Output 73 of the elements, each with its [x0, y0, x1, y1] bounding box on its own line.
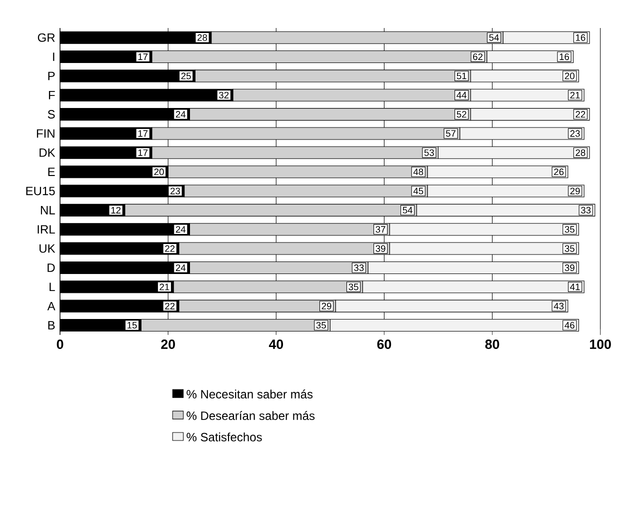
- data-label: 24: [176, 226, 186, 232]
- data-label: 24: [176, 110, 186, 118]
- data-label: 17: [138, 53, 148, 60]
- x-tick-label: 60: [377, 339, 392, 349]
- data-label: 23: [170, 188, 180, 194]
- data-label: 28: [198, 34, 208, 41]
- data-label: 48: [413, 168, 424, 176]
- data-label: 57: [446, 130, 456, 137]
- data-label: 46: [564, 322, 574, 328]
- data-label: 20: [154, 168, 164, 176]
- data-label: 33: [354, 264, 364, 271]
- data-label: 35: [348, 283, 358, 290]
- legend-label: % Desearían saber más: [186, 410, 315, 420]
- data-label: 35: [564, 245, 574, 252]
- data-label: 17: [138, 130, 148, 137]
- data-label: 43: [554, 302, 564, 310]
- data-label: 21: [570, 92, 580, 98]
- data-label: 29: [322, 302, 332, 310]
- data-label: 29: [570, 188, 580, 194]
- y-tick-label: I: [53, 52, 54, 61]
- data-label: 33: [581, 206, 591, 214]
- y-tick-label: FIN: [36, 129, 54, 138]
- y-tick-label: F: [48, 90, 55, 100]
- data-label: 32: [219, 92, 229, 98]
- x-tick-label: 0: [56, 339, 64, 349]
- y-tick-label: UK: [40, 244, 56, 253]
- data-label: 45: [413, 188, 424, 194]
- x-tick-label: 40: [268, 339, 284, 349]
- legend-label: % Satisfechos: [186, 432, 262, 442]
- data-label: 26: [554, 168, 564, 176]
- data-label: 16: [560, 53, 570, 60]
- data-label: 16: [576, 34, 586, 41]
- y-tick-label: E: [48, 168, 55, 176]
- data-label: 23: [570, 130, 580, 137]
- data-label: 17: [138, 149, 148, 156]
- y-tick-label: L: [50, 282, 55, 291]
- y-tick-label: P: [48, 72, 55, 80]
- y-tick-label: D: [48, 263, 55, 272]
- x-tick-label: 100: [590, 339, 611, 349]
- data-label: 21: [160, 284, 170, 290]
- data-label: 35: [564, 226, 574, 233]
- data-label: 35: [316, 322, 326, 328]
- data-label: 62: [473, 53, 483, 60]
- y-tick-label: IRL: [38, 225, 55, 234]
- x-tick-label: 20: [161, 339, 175, 349]
- data-label: 39: [376, 245, 386, 252]
- data-label: 22: [165, 302, 175, 310]
- data-label: 24: [176, 264, 186, 271]
- data-label: 54: [402, 206, 412, 214]
- data-label: 20: [564, 72, 574, 80]
- data-label: 53: [424, 149, 434, 156]
- legend-label: % Necesitan saber más: [186, 389, 313, 398]
- y-tick-label: NL: [40, 206, 55, 214]
- y-tick-label: EU15: [26, 186, 55, 196]
- data-label: 52: [456, 110, 466, 118]
- y-tick-label: DK: [40, 148, 56, 157]
- data-label: 15: [128, 322, 137, 328]
- data-label: 12: [111, 206, 121, 214]
- data-label: 41: [570, 284, 580, 290]
- y-tick-label: A: [47, 302, 56, 310]
- data-label: 37: [376, 226, 386, 233]
- data-label: 44: [456, 92, 467, 98]
- y-tick-label: S: [48, 110, 55, 118]
- data-label: 25: [181, 72, 191, 80]
- data-label: 54: [489, 34, 499, 41]
- data-label: 28: [576, 149, 586, 156]
- y-tick-label: GR: [38, 33, 55, 42]
- y-tick-label: B: [48, 320, 55, 330]
- data-label: 51: [456, 72, 466, 80]
- data-label: 22: [576, 110, 586, 118]
- data-label: 39: [564, 264, 574, 271]
- x-tick-label: 80: [485, 339, 500, 349]
- data-label: 22: [165, 245, 175, 252]
